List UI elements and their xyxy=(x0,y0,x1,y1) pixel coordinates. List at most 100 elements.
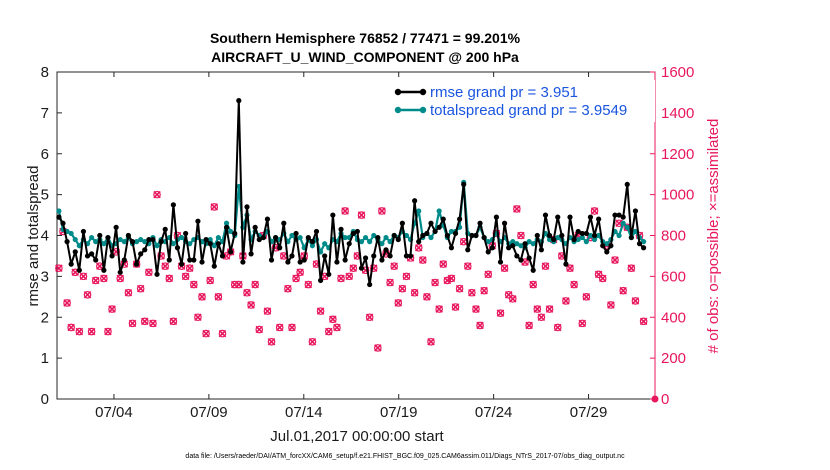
spread-point xyxy=(371,232,377,239)
obs-o-marker xyxy=(153,190,161,199)
obs-o-marker xyxy=(480,286,488,295)
obs-point xyxy=(308,337,317,346)
obs-point xyxy=(104,327,112,336)
x-tick-label: 07/04 xyxy=(95,404,133,421)
obs-o-marker xyxy=(329,315,337,324)
rmse-point xyxy=(636,241,643,247)
obs-point xyxy=(619,286,627,295)
rmse-point xyxy=(109,253,115,259)
obs-point xyxy=(582,293,591,301)
rmse-point xyxy=(452,230,459,237)
obs-point xyxy=(194,313,202,322)
obs-o-marker xyxy=(288,323,296,332)
rmse-point xyxy=(334,259,340,265)
spread-point xyxy=(514,241,520,247)
obs-point xyxy=(374,344,382,352)
rmse-point xyxy=(457,216,463,222)
obs-o-marker xyxy=(468,288,476,297)
obs-o-marker xyxy=(296,268,304,277)
obs-o-marker xyxy=(324,327,333,336)
obs-o-marker xyxy=(284,284,292,293)
x-tick-label: 07/19 xyxy=(380,404,418,421)
rmse-point xyxy=(346,241,352,247)
rmse-point xyxy=(632,208,639,214)
obs-point xyxy=(398,284,407,293)
obs-o-marker xyxy=(263,307,272,315)
rmse-point xyxy=(538,247,544,253)
obs-o-marker xyxy=(161,262,170,270)
spread-point xyxy=(587,232,594,239)
obs-o-marker xyxy=(517,231,525,240)
obs-point xyxy=(296,268,304,277)
right-tick-label: 1000 xyxy=(661,187,694,204)
obs-point xyxy=(394,299,403,307)
obs-point xyxy=(67,323,75,332)
obs-o-marker xyxy=(500,264,509,273)
legend-box xyxy=(393,80,655,122)
rmse-point xyxy=(465,247,471,253)
obs-point xyxy=(165,274,174,283)
obs-o-marker xyxy=(627,264,636,273)
rmse-point xyxy=(526,255,532,261)
obs-point xyxy=(87,327,96,336)
obs-point xyxy=(390,262,398,270)
rmse-point xyxy=(277,245,283,251)
rmse-point xyxy=(579,230,585,237)
obs-point xyxy=(136,284,145,293)
obs-point xyxy=(292,274,300,283)
obs-point xyxy=(128,319,137,328)
x-axis-title: Jul.01,2017 00:00:00 start xyxy=(270,428,444,445)
rmse-point xyxy=(403,253,410,259)
obs-o-marker xyxy=(451,303,460,311)
obs-o-marker xyxy=(136,284,145,293)
spread-point xyxy=(616,232,622,239)
obs-point xyxy=(419,256,427,264)
rmse-point xyxy=(510,243,516,249)
spread-point xyxy=(641,239,647,245)
right-axis-title: # of obs: o=possible; ×=assimilated xyxy=(705,119,722,354)
obs-o-marker xyxy=(165,274,174,283)
obs-o-marker xyxy=(607,301,615,309)
obs-point xyxy=(284,284,292,293)
obs-point xyxy=(631,297,640,305)
right-tick-label: 1200 xyxy=(661,146,694,163)
obs-o-marker xyxy=(145,268,153,277)
legend-spread-label: totalspread grand pr = 3.9549 xyxy=(430,102,627,119)
obs-point xyxy=(337,274,345,283)
spread-point xyxy=(518,243,524,249)
obs-point xyxy=(468,288,476,297)
obs-point xyxy=(427,337,435,346)
obs-point xyxy=(423,293,431,301)
obs-o-marker xyxy=(116,274,125,283)
rmse-point xyxy=(313,228,320,235)
obs-point xyxy=(627,264,636,273)
obs-point xyxy=(578,319,587,328)
rmse-point xyxy=(551,236,557,243)
obs-point xyxy=(145,268,153,277)
obs-o-marker xyxy=(508,295,517,303)
spread-point xyxy=(632,228,639,235)
obs-o-marker xyxy=(378,207,386,215)
obs-point xyxy=(83,290,92,299)
obs-point xyxy=(108,305,116,313)
legend-spread-marker-a xyxy=(394,106,402,114)
rmse-point xyxy=(158,239,164,245)
obs-point xyxy=(202,329,210,338)
obs-o-marker xyxy=(398,284,407,293)
legend-rmse-marker-b xyxy=(419,88,427,96)
legend-rmse-marker-a xyxy=(394,88,402,96)
left-axis-title: rmse and totalspread xyxy=(25,166,42,307)
obs-point xyxy=(124,288,133,297)
left-tick-label: 2 xyxy=(41,309,49,326)
rmse-point xyxy=(89,251,95,257)
obs-o-marker xyxy=(582,293,591,301)
legend-spread-marker-b xyxy=(419,106,427,114)
obs-point xyxy=(378,207,386,215)
spread-point xyxy=(56,208,62,214)
spread-point xyxy=(448,228,455,235)
rmse-point xyxy=(383,247,389,253)
obs-point xyxy=(553,323,562,332)
obs-point xyxy=(480,286,488,295)
rmse-point xyxy=(232,230,238,237)
obs-point xyxy=(63,299,71,307)
